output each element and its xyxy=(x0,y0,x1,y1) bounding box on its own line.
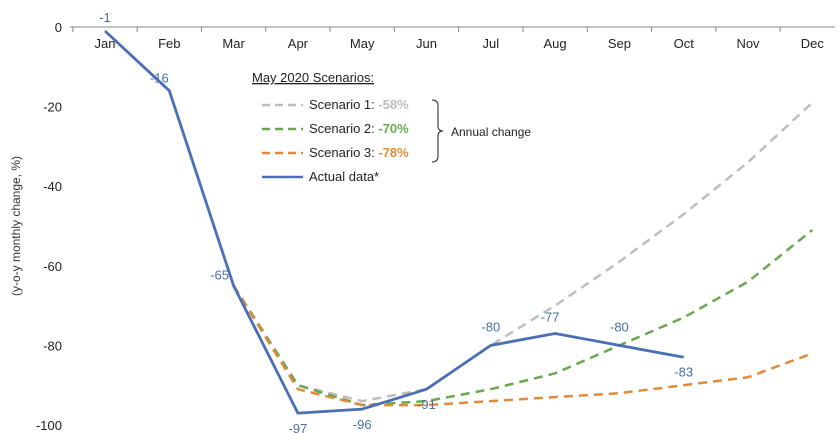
legend-bracket xyxy=(431,99,444,163)
data-label: -80 xyxy=(610,319,629,334)
y-tick-label: -100 xyxy=(36,418,62,433)
y-tick-label: -60 xyxy=(43,259,62,274)
legend-title: May 2020 Scenarios: xyxy=(252,70,374,85)
legend-annual-change: -58% xyxy=(378,97,409,112)
y-tick-label: -20 xyxy=(43,100,62,115)
axes: Jan Feb Mar Apr May Jun Jul Aug Sep Oct Nov Dec 0 -20… xyxy=(9,20,835,433)
y-axis-label: (y-o-y monthly change, %) xyxy=(9,156,23,296)
x-tick-label: May xyxy=(350,36,375,51)
series-line-actual xyxy=(104,29,684,415)
legend-series-name: Scenario 2: xyxy=(309,121,378,136)
series-line-s2 xyxy=(232,229,814,407)
data-label: -16 xyxy=(150,71,169,86)
legend-series-name: Scenario 1: xyxy=(309,97,378,112)
legend-annual-change: -78% xyxy=(378,145,409,160)
legend-annual-change: -70% xyxy=(378,121,409,136)
data-label: -65 xyxy=(210,268,229,283)
y-tick-label: -40 xyxy=(43,179,62,194)
data-labels: -1 -16 -65 -97 -96 -91 -80 -77 -80 -83 xyxy=(99,10,693,433)
x-tick-label: Oct xyxy=(674,36,695,51)
y-tick-label: -80 xyxy=(43,338,62,353)
data-label: -83 xyxy=(674,364,693,379)
x-tick-label: Apr xyxy=(288,36,309,51)
legend-series-name: Scenario 3: xyxy=(309,145,378,160)
data-label: -97 xyxy=(289,421,308,433)
legend-entry-s3: Scenario 3: -78% xyxy=(309,145,409,160)
series-lines xyxy=(104,29,814,415)
data-label: -80 xyxy=(481,319,500,334)
x-tick-label: Dec xyxy=(801,36,825,51)
x-tick-label: Feb xyxy=(158,36,180,51)
data-label: -96 xyxy=(353,417,372,432)
x-tick-label: Jun xyxy=(416,36,437,51)
x-tick-label: Jan xyxy=(95,36,116,51)
data-label: -91 xyxy=(417,397,436,412)
x-tick-label: Mar xyxy=(222,36,245,51)
series-line-s3 xyxy=(232,285,813,407)
y-tick-label: 0 xyxy=(55,20,62,35)
bracket-label: Annual change xyxy=(451,125,531,139)
legend-entry-actual: Actual data* xyxy=(309,169,379,184)
x-tick-label: Aug xyxy=(544,36,567,51)
legend-entry-s2: Scenario 2: -70% xyxy=(309,121,409,136)
legend-series-name: Actual data* xyxy=(309,169,379,184)
x-tick-label: Jul xyxy=(482,36,499,51)
legend-entry-s1: Scenario 1: -58% xyxy=(309,97,409,112)
x-tick-label: Nov xyxy=(736,36,760,51)
x-tick-label: Sep xyxy=(608,36,631,51)
series-line-s1 xyxy=(232,101,814,403)
data-label: -1 xyxy=(99,10,111,25)
data-label: -77 xyxy=(541,309,560,324)
legend: May 2020 Scenarios:Scenario 1: -58%Scena… xyxy=(252,70,531,184)
